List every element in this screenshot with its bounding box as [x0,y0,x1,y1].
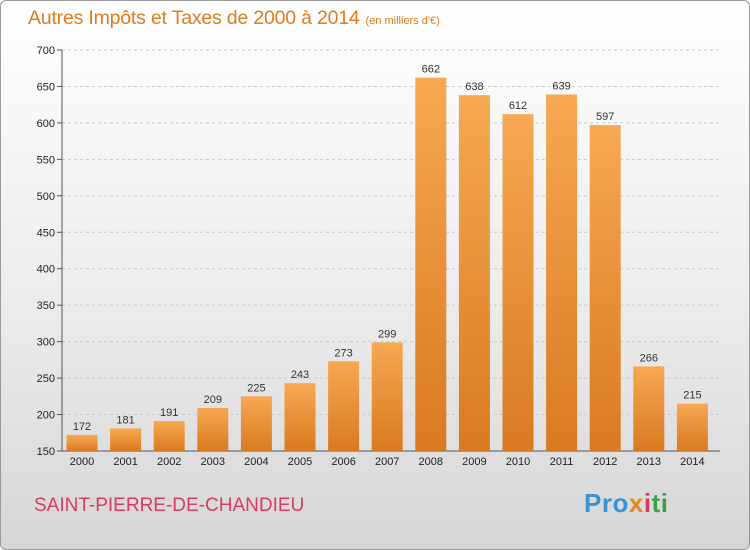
x-tick-label-2008: 2008 [419,456,443,468]
data-label-2002: 191 [160,407,178,419]
x-tick-label-2004: 2004 [244,456,268,468]
bar-2008 [415,77,447,452]
bar-2002 [153,421,185,451]
data-label-2013: 266 [640,352,658,364]
y-tick-label: 200 [37,410,55,422]
y-tick-label: 550 [37,154,55,166]
data-label-2004: 225 [247,382,265,394]
data-label-2005: 243 [291,369,309,381]
data-label-2009: 638 [465,81,483,93]
chart-subtitle: (en milliers d'€) [365,15,440,27]
bar-2003 [197,407,229,451]
bar-2011 [546,94,578,451]
logo-part-4: ti [651,488,669,518]
y-tick-label: 300 [37,337,55,349]
commune-name: SAINT-PIERRE-DE-CHANDIEU [34,495,305,516]
data-label-2012: 597 [596,111,614,123]
data-label-2014: 215 [683,390,701,402]
x-tick-label-2006: 2006 [331,456,355,468]
bar-2005 [284,383,316,451]
y-tick-label: 450 [37,227,55,239]
bar-2014 [676,403,708,451]
logo-part-1: Pro [584,488,629,518]
logo-part-3: i [643,488,652,518]
data-label-2006: 273 [334,347,352,359]
y-tick-label: 500 [37,191,55,203]
logo-part-2: x [628,488,644,518]
y-tick-label: 350 [37,300,55,312]
labels: 150 200 250 300 350 400 450 500 550 600 650 700 172 2… [37,45,705,468]
bar-2012 [589,125,621,451]
y-tick-label: 150 [37,446,55,458]
data-label-2008: 662 [422,64,440,76]
y-tick-label: 600 [37,118,55,130]
data-label-2000: 172 [73,421,91,433]
proxiti-logo: Proxiti [584,488,668,519]
x-tick-label-2002: 2002 [157,456,181,468]
x-tick-label-2010: 2010 [506,456,530,468]
x-tick-label-2003: 2003 [201,456,225,468]
bar-2000 [66,434,98,451]
bar-2001 [110,428,142,451]
chart-title: Autres Impôts et Taxes de 2000 à 2014 (en… [28,7,440,30]
x-tick-label-2012: 2012 [593,456,617,468]
y-tick-label: 250 [37,373,55,385]
bar-2004 [240,396,272,451]
y-tick-label: 400 [37,264,55,276]
bar-2010 [502,114,534,451]
bar-2007 [371,342,403,451]
bar-2009 [458,95,490,451]
x-tick-label-2014: 2014 [680,456,704,468]
data-label-2010: 612 [509,100,527,112]
x-tick-label-2001: 2001 [113,456,137,468]
data-label-2003: 209 [204,394,222,406]
bar-2006 [328,361,360,451]
bar-2013 [633,366,665,451]
title-text: Autres Impôts et Taxes de 2000 à 2014 [28,7,360,29]
data-label-2007: 299 [378,328,396,340]
data-label-2001: 181 [116,414,134,426]
x-tick-label-2009: 2009 [462,456,486,468]
y-tick-label: 700 [37,45,55,57]
y-tick-label: 650 [37,81,55,93]
x-tick-label-2007: 2007 [375,456,399,468]
x-tick-label-2005: 2005 [288,456,312,468]
data-label-2011: 639 [552,80,570,92]
x-tick-label-2011: 2011 [550,456,574,468]
bars [66,77,708,452]
x-tick-label-2013: 2013 [637,456,661,468]
x-tick-label-2000: 2000 [70,456,94,468]
